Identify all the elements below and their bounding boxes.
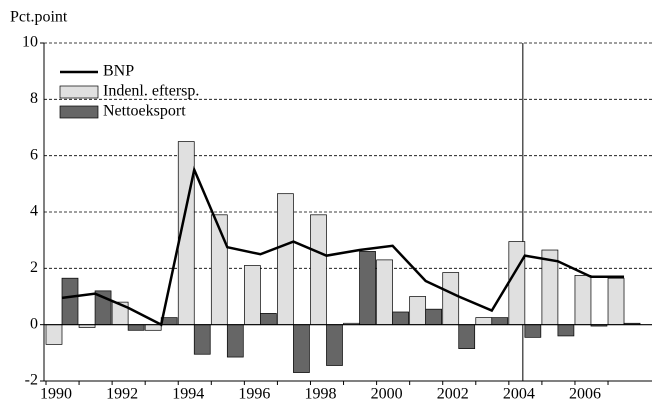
y-axis-label: Pct.point (10, 9, 68, 26)
bar (392, 311, 409, 326)
line (61, 165, 625, 327)
bar (425, 308, 443, 326)
bar (226, 324, 244, 358)
x-tick-label: 1990 (40, 386, 72, 403)
legend-label: Indenl. eftersp. (103, 83, 199, 100)
bar (442, 272, 460, 326)
legend-swatch (59, 105, 99, 119)
y-tick-label: 2 (30, 259, 38, 276)
x-tick-label: 1992 (106, 386, 138, 403)
bar (61, 277, 79, 326)
bar (409, 296, 427, 326)
x-tick-label: 2006 (569, 386, 601, 403)
x-tick-label: 2004 (503, 386, 535, 403)
bar (326, 324, 343, 366)
bar (310, 214, 327, 326)
x-tick-label: 2002 (437, 386, 469, 403)
bar (45, 324, 63, 345)
bar (193, 324, 211, 355)
legend-label: Nettoeksport (103, 103, 186, 120)
bar (127, 324, 145, 331)
legend-swatch (59, 85, 99, 99)
bar (491, 317, 509, 326)
y-tick-label: 0 (30, 315, 38, 332)
y-tick-label: 4 (30, 203, 38, 220)
bar (293, 324, 310, 373)
bar (277, 193, 294, 326)
x-tick-label: 1996 (238, 386, 270, 403)
y-tick-label: -2 (25, 372, 38, 389)
y-tick-label: 6 (30, 146, 38, 163)
bar (574, 275, 592, 326)
x-tick-label: 2000 (371, 386, 403, 403)
x-tick-label: 1994 (172, 386, 204, 403)
bar (607, 277, 625, 326)
bar (260, 313, 277, 326)
bar (359, 251, 376, 326)
bar (144, 324, 162, 331)
y-tick-label: 8 (30, 90, 38, 107)
bar (376, 259, 393, 326)
bar (524, 324, 542, 338)
bar (508, 241, 526, 326)
bar (458, 324, 476, 349)
legend-label: BNP (103, 63, 134, 80)
bar (475, 317, 493, 326)
bar (244, 265, 261, 326)
x-tick-label: 1998 (304, 386, 336, 403)
y-tick-label: 10 (22, 34, 38, 51)
bar (557, 324, 575, 337)
